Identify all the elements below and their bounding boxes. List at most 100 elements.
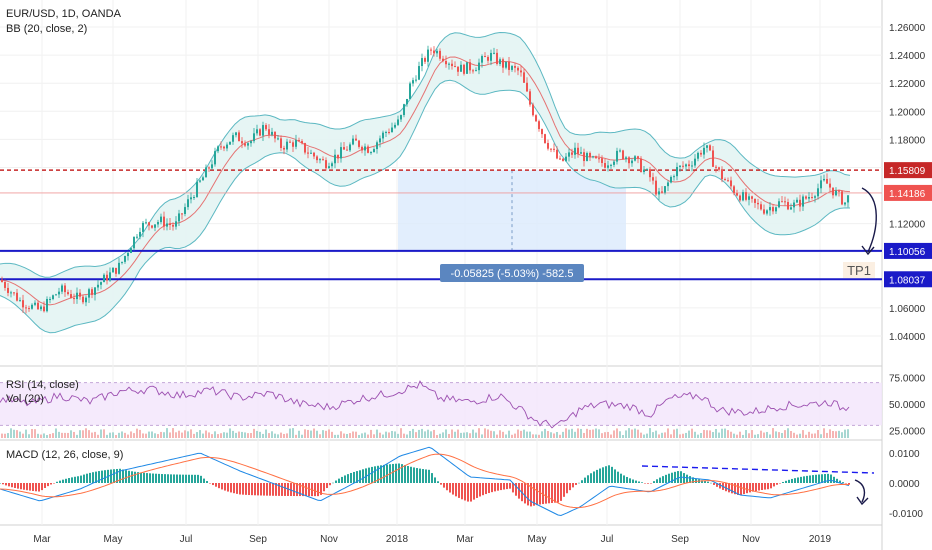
volume-bar xyxy=(421,428,423,438)
bb-indicator-label[interactable]: BB (20, close, 2) xyxy=(6,23,87,35)
price-arrow-head xyxy=(861,245,875,256)
candle-body xyxy=(421,58,423,67)
candle-body xyxy=(16,292,18,301)
candle-body xyxy=(226,144,228,149)
candle-body xyxy=(40,306,42,310)
volume-bar xyxy=(493,431,495,438)
macd-histogram-bar xyxy=(245,483,247,495)
volume-bar xyxy=(640,432,642,438)
volume-bar xyxy=(610,434,612,438)
volume-bar xyxy=(769,434,771,438)
candle-body xyxy=(286,141,288,150)
volume-bar xyxy=(586,428,588,438)
macd-histogram-bar xyxy=(608,465,610,483)
candle-body xyxy=(358,140,360,147)
macd-arrow-drawing[interactable] xyxy=(854,479,866,503)
macd-histogram-bar xyxy=(362,469,364,483)
macd-histogram-bar xyxy=(341,476,343,483)
volume-bar xyxy=(760,430,762,438)
rsi-indicator-label[interactable]: RSI (14, close) xyxy=(6,379,79,391)
volume-bar xyxy=(148,431,150,438)
macd-histogram-bar xyxy=(149,473,151,483)
macd-histogram-bar xyxy=(308,483,310,497)
macd-histogram-bar xyxy=(503,483,505,490)
volume-bar xyxy=(709,430,711,438)
candle-body xyxy=(232,135,234,142)
macd-histogram-bar xyxy=(203,478,205,483)
macd-histogram-bar xyxy=(188,474,190,483)
candle-body xyxy=(547,142,549,149)
macd-histogram-bar xyxy=(29,483,31,491)
macd-trend-line[interactable] xyxy=(641,465,875,474)
volume-bar xyxy=(346,433,348,438)
candle-body xyxy=(223,146,225,149)
macd-histogram-bar xyxy=(212,483,214,486)
candle-body xyxy=(337,154,339,159)
symbol-title[interactable]: EUR/USD, 1D, OANDA xyxy=(6,8,122,20)
candle-body xyxy=(349,144,351,151)
volume-bar xyxy=(178,430,180,438)
macd-histogram-bar xyxy=(374,466,376,483)
macd-histogram-bar xyxy=(32,483,34,491)
macd-histogram-bar xyxy=(545,483,547,504)
candle-body xyxy=(433,50,435,54)
macd-histogram-bar xyxy=(296,483,298,497)
volume-bar xyxy=(253,428,255,438)
macd-histogram-bar xyxy=(179,474,181,483)
macd-histogram-bar xyxy=(410,466,412,483)
volume-bar xyxy=(88,430,90,438)
macd-histogram-bar xyxy=(836,478,838,483)
candle-body xyxy=(388,131,390,133)
macd-histogram-bar xyxy=(380,465,382,483)
candle-body xyxy=(439,50,441,59)
candle-body xyxy=(367,146,369,153)
macd-histogram-bar xyxy=(605,466,607,483)
volume-bar xyxy=(52,433,54,438)
macd-histogram-bar xyxy=(764,483,766,490)
candle-body xyxy=(634,156,636,161)
price-arrow-drawing[interactable] xyxy=(861,187,877,253)
rsi-tick-label: 75.0000 xyxy=(889,373,926,384)
volume-bar xyxy=(352,431,354,438)
macd-indicator-label[interactable]: MACD (12, 26, close, 9) xyxy=(6,449,123,461)
price-label-bg xyxy=(884,242,932,259)
volume-bar xyxy=(382,434,384,438)
volume-bar xyxy=(835,431,837,438)
candle-body xyxy=(43,306,45,312)
volume-bar xyxy=(664,432,666,438)
volume-bar xyxy=(619,431,621,438)
volume-bar xyxy=(283,433,285,438)
macd-histogram-bar xyxy=(755,483,757,492)
volume-bar xyxy=(694,431,696,438)
macd-tick-label: -0.0100 xyxy=(889,509,923,520)
macd-histogram-bar xyxy=(224,483,226,491)
volume-bar xyxy=(532,434,534,438)
candle-body xyxy=(526,82,528,92)
macd-histogram-bar xyxy=(635,480,637,483)
candle-body xyxy=(628,157,630,164)
macd-histogram-bar xyxy=(329,483,331,486)
candle-body xyxy=(70,294,72,298)
volume-bar xyxy=(631,429,633,438)
macd-histogram-bar xyxy=(500,483,502,491)
macd-histogram-bar xyxy=(98,471,100,483)
volume-bar xyxy=(28,434,30,438)
volume-bar xyxy=(211,434,213,438)
macd-histogram-bar xyxy=(377,465,379,483)
candle-body xyxy=(46,298,48,312)
candle-body xyxy=(442,58,444,62)
volume-bar xyxy=(784,430,786,438)
vol-indicator-label[interactable]: Vol (20) xyxy=(6,393,44,405)
volume-bar xyxy=(358,434,360,438)
macd-histogram-bar xyxy=(206,481,208,483)
candle-body xyxy=(796,199,798,203)
volume-bar xyxy=(700,433,702,438)
macd-histogram-bar xyxy=(467,483,469,502)
volume-bar xyxy=(316,430,318,438)
candle-body xyxy=(475,70,477,72)
macd-histogram-bar xyxy=(422,469,424,483)
volume-bar xyxy=(217,434,219,438)
macd-histogram-bar xyxy=(674,471,676,483)
macd-histogram-bar xyxy=(290,483,292,497)
